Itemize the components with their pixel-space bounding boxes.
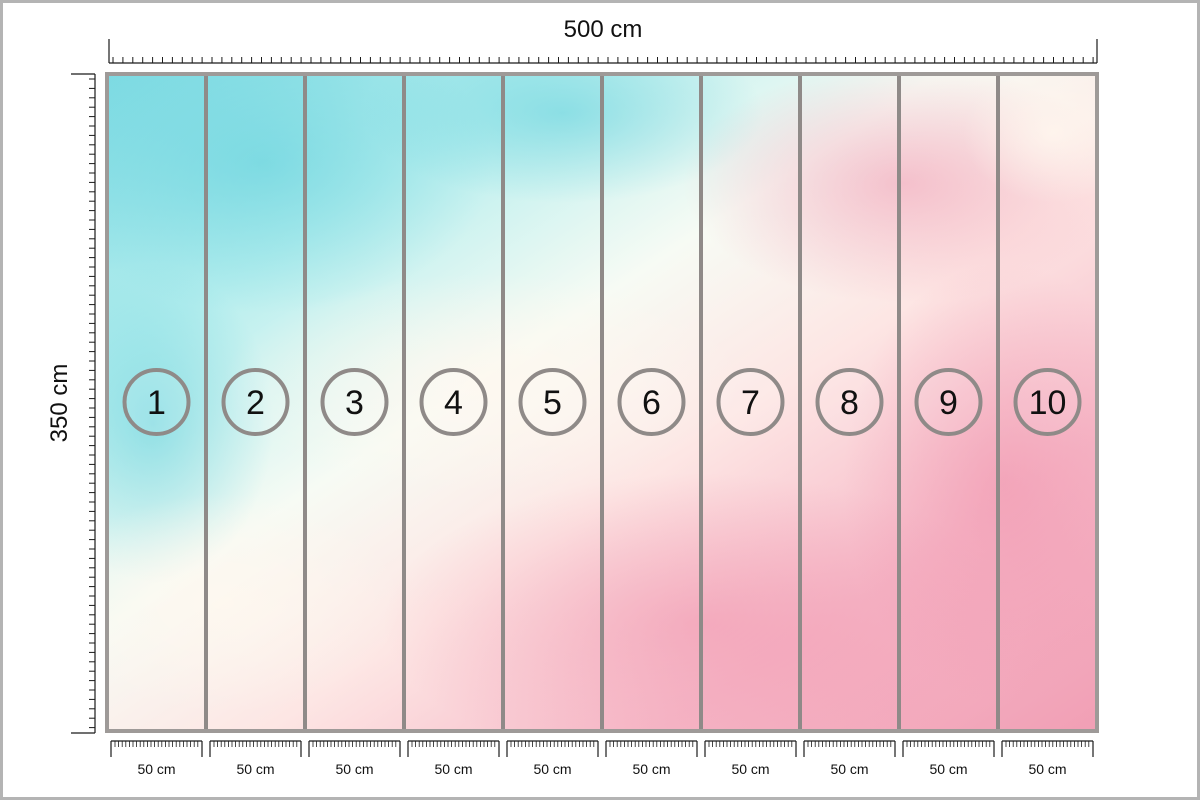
panel-badge-9: 9	[914, 368, 983, 436]
panel-width-ruler-8: 50 cm	[803, 740, 896, 777]
panel-width-label: 50 cm	[335, 761, 373, 777]
panel-badge-8: 8	[815, 368, 884, 436]
panel-badge-6: 6	[617, 368, 686, 436]
panel-badge-circle	[518, 368, 587, 436]
panel-width-rulers: 50 cm 50 cm 50 cm 50 cm 50 cm 50 cm 50 cm 50 cm…	[110, 740, 1094, 777]
panel-number: 9	[939, 384, 958, 422]
total-height-dimension: 350 cm	[46, 73, 96, 734]
wall-frame	[105, 72, 1099, 733]
watercolor-artwork	[108, 75, 1096, 730]
panel-badge-circle	[221, 368, 290, 436]
panel-badge-circle	[419, 368, 488, 436]
diagram-canvas: 1 2 3 4 5 6 7 8 9 10 500 cm 350 cm 50 cm 50 cm 50 c…	[46, 16, 1099, 777]
panel-number: 6	[642, 384, 661, 422]
top-ruler	[108, 39, 1098, 64]
panel-width-ruler-5: 50 cm	[506, 740, 599, 777]
panel-number: 2	[246, 384, 265, 422]
panel-width-label: 50 cm	[1028, 761, 1066, 777]
panel-badge-circle	[1013, 368, 1082, 436]
panel-badge-circle	[320, 368, 389, 436]
panel-width-ruler-1: 50 cm	[110, 740, 203, 777]
panel-width-label: 50 cm	[830, 761, 868, 777]
panel-number: 5	[543, 384, 562, 422]
panel-badge-circle	[914, 368, 983, 436]
panel-width-ruler-4: 50 cm	[407, 740, 500, 777]
panel-number: 4	[444, 384, 463, 422]
panel-badge-circle	[617, 368, 686, 436]
panel-badge-1: 1	[122, 368, 191, 436]
panel-number: 1	[147, 384, 166, 422]
panel-width-ruler-9: 50 cm	[902, 740, 995, 777]
total-width-dimension: 500 cm	[108, 16, 1098, 64]
panel-width-ruler-6: 50 cm	[605, 740, 698, 777]
panel-width-ruler-3: 50 cm	[308, 740, 401, 777]
panel-badge-10: 10	[1013, 368, 1082, 436]
total-height-label: 350 cm	[46, 364, 73, 443]
panel-number: 7	[741, 384, 760, 422]
panel-badge-3: 3	[320, 368, 389, 436]
panel-badge-circle	[122, 368, 191, 436]
left-ruler	[71, 73, 96, 734]
panel-width-label: 50 cm	[434, 761, 472, 777]
panel-dividers	[204, 74, 1000, 731]
panel-badge-circle	[815, 368, 884, 436]
panel-width-label: 50 cm	[731, 761, 769, 777]
panel-badge-7: 7	[716, 368, 785, 436]
panel-width-ruler-10: 50 cm	[1001, 740, 1094, 777]
panel-badge-4: 4	[419, 368, 488, 436]
panel-width-label: 50 cm	[236, 761, 274, 777]
panel-width-label: 50 cm	[137, 761, 175, 777]
panel-width-ruler-2: 50 cm	[209, 740, 302, 777]
panel-width-label: 50 cm	[929, 761, 967, 777]
panel-width-label: 50 cm	[632, 761, 670, 777]
panel-width-label: 50 cm	[533, 761, 571, 777]
panel-badge-circle	[716, 368, 785, 436]
panel-badge-2: 2	[221, 368, 290, 436]
panel-badge-5: 5	[518, 368, 587, 436]
panel-number-badges: 1 2 3 4 5 6 7 8 9 10	[122, 368, 1082, 436]
panel-width-ruler-7: 50 cm	[704, 740, 797, 777]
total-width-label: 500 cm	[564, 16, 643, 43]
panel-number: 8	[840, 384, 859, 422]
panel-number: 3	[345, 384, 364, 422]
panel-number: 10	[1029, 384, 1067, 422]
